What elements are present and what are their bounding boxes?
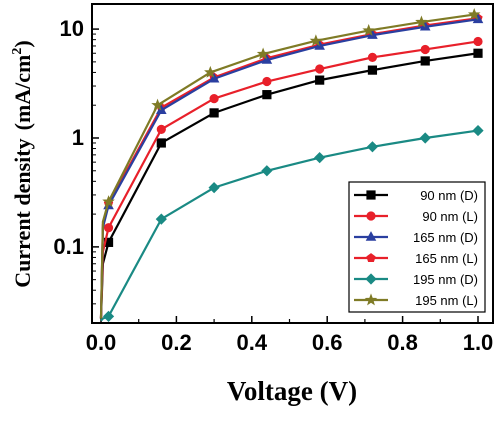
- data-point: [362, 23, 375, 36]
- x-tick-label: 0.8: [387, 330, 418, 355]
- legend-label: 195 nm (L): [415, 293, 478, 308]
- data-point: [420, 44, 430, 55]
- legend-marker: [365, 231, 377, 241]
- x-axis-title: Voltage (V): [227, 376, 357, 406]
- data-point: [367, 52, 378, 62]
- series-90-nm-d-: [99, 48, 483, 319]
- y-tick-label: 0.1: [53, 234, 84, 259]
- legend-label: 90 nm (L): [422, 209, 478, 224]
- data-point: [209, 108, 219, 118]
- data-point: [261, 165, 273, 177]
- data-point: [314, 152, 326, 164]
- data-point: [366, 141, 379, 153]
- legend-label: 90 nm (D): [420, 188, 478, 203]
- data-point: [155, 213, 167, 225]
- legend-marker: [366, 211, 376, 221]
- y-axis-title-close: ): [10, 40, 35, 47]
- data-point: [467, 7, 481, 20]
- data-point: [262, 90, 272, 100]
- data-point: [315, 75, 325, 85]
- legend-item: 195 nm (D): [354, 272, 478, 287]
- legend: 90 nm (D) 90 nm (L) 165 nm (D) 165 nm (L) 19…: [348, 181, 486, 313]
- legend-marker: [366, 253, 376, 262]
- series-layer: [99, 7, 484, 322]
- data-point: [472, 124, 484, 137]
- data-point: [419, 132, 431, 144]
- data-point: [473, 36, 483, 47]
- data-point: [367, 65, 378, 75]
- y-axis-title-unit: (mA/cm: [10, 55, 35, 131]
- series-line: [99, 18, 479, 319]
- plot-frame: [91, 3, 494, 324]
- data-point: [156, 138, 166, 148]
- legend-item: 165 nm (L): [354, 251, 478, 266]
- x-tick-label: 0.4: [237, 330, 268, 355]
- legend-marker: [364, 293, 378, 306]
- x-tick-label: 0.6: [312, 330, 343, 355]
- data-point: [367, 29, 378, 39]
- series-195-nm-l-: [99, 7, 481, 319]
- y-axis: 0.1 1 10: [53, 16, 99, 324]
- x-axis: 0.0 0.2 0.4 0.6 0.8 1.0: [86, 316, 494, 355]
- data-point: [420, 56, 430, 66]
- y-axis-title-superscript: 2: [10, 48, 25, 55]
- data-point: [262, 76, 272, 87]
- legend-box: [348, 181, 486, 313]
- y-axis-title: Current density (mA/cm2): [10, 40, 35, 287]
- data-point: [209, 93, 219, 104]
- y-axis-title-main: Current density: [10, 138, 35, 287]
- legend-label: 165 nm (L): [415, 251, 478, 266]
- data-point: [309, 34, 323, 47]
- data-point: [419, 20, 431, 31]
- x-tick-label: 1.0: [463, 330, 494, 355]
- data-point: [103, 223, 114, 233]
- legend-label: 165 nm (D): [413, 230, 478, 245]
- legend-marker: [365, 273, 377, 285]
- legend-item: 195 nm (L): [354, 293, 478, 308]
- data-point: [415, 15, 428, 28]
- data-point: [208, 72, 220, 83]
- data-point: [256, 47, 270, 60]
- y-tick-label: 1: [72, 125, 84, 150]
- series-line: [99, 40, 479, 319]
- legend-item: 90 nm (L): [354, 209, 478, 224]
- y-tick-label: 10: [60, 16, 84, 41]
- data-point: [102, 195, 115, 208]
- data-point: [102, 310, 115, 322]
- data-point: [208, 182, 220, 194]
- x-tick-label: 0.2: [161, 330, 192, 355]
- legend-item: 90 nm (D): [354, 188, 478, 203]
- series-195-nm-d-: [100, 124, 484, 322]
- series-165-nm-d-: [99, 13, 484, 319]
- data-point: [472, 13, 484, 24]
- legend-marker: [366, 190, 376, 200]
- data-point: [151, 98, 164, 111]
- x-tick-label: 0.0: [86, 330, 117, 355]
- legend-item: 165 nm (D): [354, 230, 478, 245]
- data-point: [473, 48, 483, 58]
- data-point: [204, 65, 217, 78]
- series-line: [99, 52, 479, 319]
- data-point: [314, 40, 325, 50]
- data-point: [315, 64, 325, 74]
- legend-label: 195 nm (D): [413, 272, 478, 287]
- data-point: [156, 124, 166, 134]
- series-line: [99, 13, 475, 319]
- data-point: [156, 104, 167, 114]
- series-90-nm-l-: [99, 36, 483, 319]
